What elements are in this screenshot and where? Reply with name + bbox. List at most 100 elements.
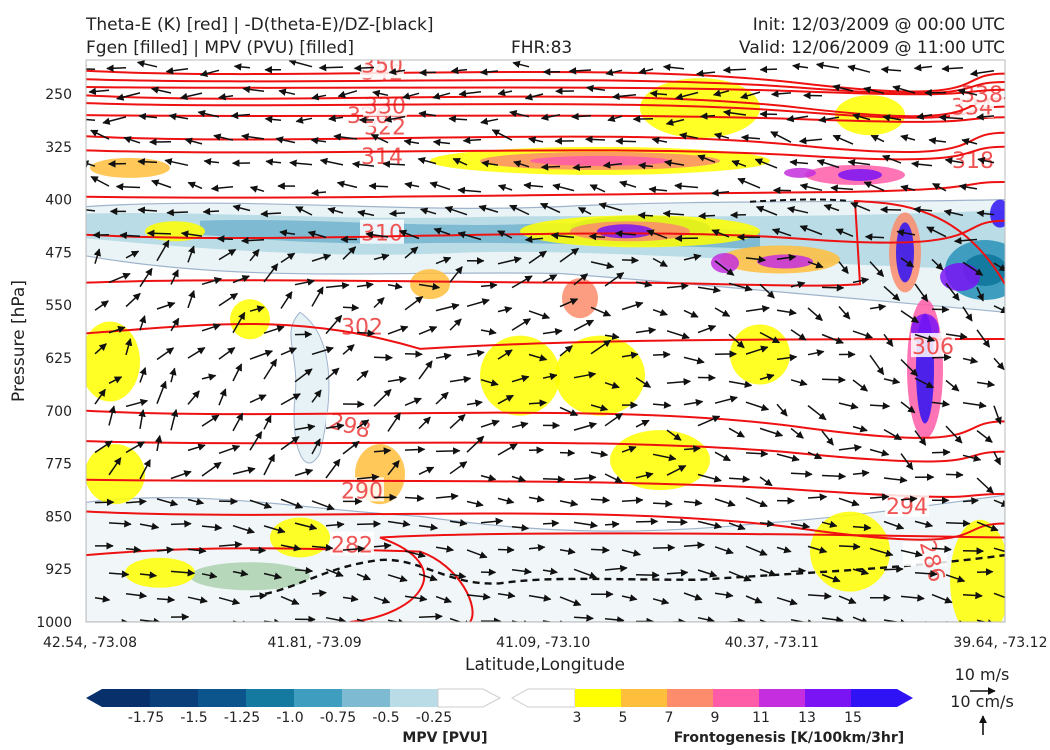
wind-vector <box>847 64 871 73</box>
wind-vector <box>712 89 730 97</box>
wind-vector <box>714 498 736 507</box>
theta-e-label: 290 <box>341 479 383 504</box>
wind-vector <box>275 136 296 144</box>
wind-vector <box>976 430 993 443</box>
wind-vector <box>154 434 163 452</box>
wind-vector <box>790 427 804 439</box>
y-axis-ticks: 250 325 400 475 550 625 700 775 850 925 1000 <box>36 87 72 631</box>
wind-vector <box>683 356 705 365</box>
wind-vector <box>900 401 916 414</box>
wind-vector <box>311 286 324 307</box>
wind-vector <box>852 276 870 285</box>
y-tick-label: 250 <box>45 87 72 103</box>
wind-vector <box>170 470 192 480</box>
wind-vector <box>697 286 721 294</box>
wind-vector <box>108 376 123 384</box>
wind-vector <box>435 447 461 455</box>
wind-vector <box>524 93 544 101</box>
wind-vector <box>615 137 637 145</box>
frontogenesis-region <box>990 199 1005 228</box>
wind-vector <box>333 133 358 141</box>
wind-vector <box>571 112 592 121</box>
wind-vector <box>452 158 468 166</box>
wind-vector <box>403 138 420 146</box>
wind-vector <box>387 375 407 384</box>
wind-vector <box>900 358 918 377</box>
wind-vector <box>497 256 522 265</box>
mpv-colorbar-segment <box>102 689 150 707</box>
wind-vector <box>976 619 996 622</box>
wind-vector <box>683 592 703 601</box>
wind-vector <box>216 235 234 243</box>
wind-vector <box>509 204 530 216</box>
wind-vector <box>830 184 854 192</box>
wind-vector <box>187 347 206 359</box>
wind-vector <box>466 592 491 601</box>
wind-vector <box>821 333 844 344</box>
theta-e-contour <box>86 199 1005 287</box>
wind-vector <box>953 237 978 245</box>
wind-vector <box>962 591 983 600</box>
wind-vector <box>759 568 777 577</box>
frontogenesis-region <box>86 444 145 505</box>
theta-e-label: 302 <box>341 315 383 340</box>
wind-vector <box>882 154 902 164</box>
wind-vector <box>199 69 220 78</box>
wind-vector <box>976 380 996 388</box>
wind-vector <box>590 546 610 554</box>
wind-vector <box>552 183 575 192</box>
theta-e-label: 350 <box>361 53 403 78</box>
wind-vector <box>666 330 690 340</box>
frontogenesis-colorbar-extension <box>897 689 913 707</box>
wind-vector <box>280 544 302 552</box>
wind-vector <box>511 524 530 532</box>
wind-vector <box>635 326 657 335</box>
wind-vector <box>106 64 127 73</box>
wind-vector <box>542 372 558 381</box>
mpv-colorbar-label: -0.25 <box>416 710 452 726</box>
wind-vector <box>94 595 111 603</box>
wind-vector <box>260 209 282 218</box>
wind-vector <box>815 61 840 70</box>
wind-vector <box>497 88 513 97</box>
frontogenesis-colorbar: 3 5 7 9 11 13 15 <box>510 688 913 726</box>
wind-vector <box>218 444 241 455</box>
wind-vector <box>914 570 938 578</box>
wind-vector <box>573 319 595 332</box>
wind-vector <box>807 493 828 501</box>
wind-vector <box>823 204 840 212</box>
wind-vector <box>945 282 960 301</box>
wind-vector <box>458 89 482 98</box>
wind-vector <box>156 301 176 310</box>
wind-vector <box>280 498 304 509</box>
wind-vector <box>932 182 947 192</box>
wind-vector <box>852 330 874 340</box>
wind-vector <box>652 453 677 462</box>
wind-vector <box>86 160 96 168</box>
wind-vector <box>883 428 902 441</box>
title-line2-left: Fgen [filled] | MPV (PVU) [filled] <box>86 38 355 58</box>
wind-vector <box>448 115 468 123</box>
wind-vector <box>790 281 806 289</box>
mpv-colorbar-label: -1.25 <box>224 710 260 726</box>
wind-vector <box>542 328 563 336</box>
frontogenesis-colorbar-segment <box>575 689 621 707</box>
wind-vector <box>165 67 189 75</box>
mpv-colorbar-extension <box>86 689 102 707</box>
wind-vector <box>325 422 345 431</box>
wind-vector <box>249 431 263 451</box>
wind-vector <box>249 349 274 360</box>
wind-vector <box>945 574 966 583</box>
wind-vector <box>882 114 902 122</box>
wind-vector <box>665 118 685 126</box>
wind-vector <box>697 154 716 163</box>
wind-vector <box>139 459 151 480</box>
wind-vector <box>373 447 392 455</box>
wind-vector <box>449 318 462 331</box>
wind-vector <box>94 300 109 311</box>
wind-vector <box>807 451 823 460</box>
wind-vector <box>94 498 115 507</box>
wind-vector <box>728 522 746 531</box>
wind-vector <box>852 113 871 121</box>
wind-vector <box>249 185 265 193</box>
